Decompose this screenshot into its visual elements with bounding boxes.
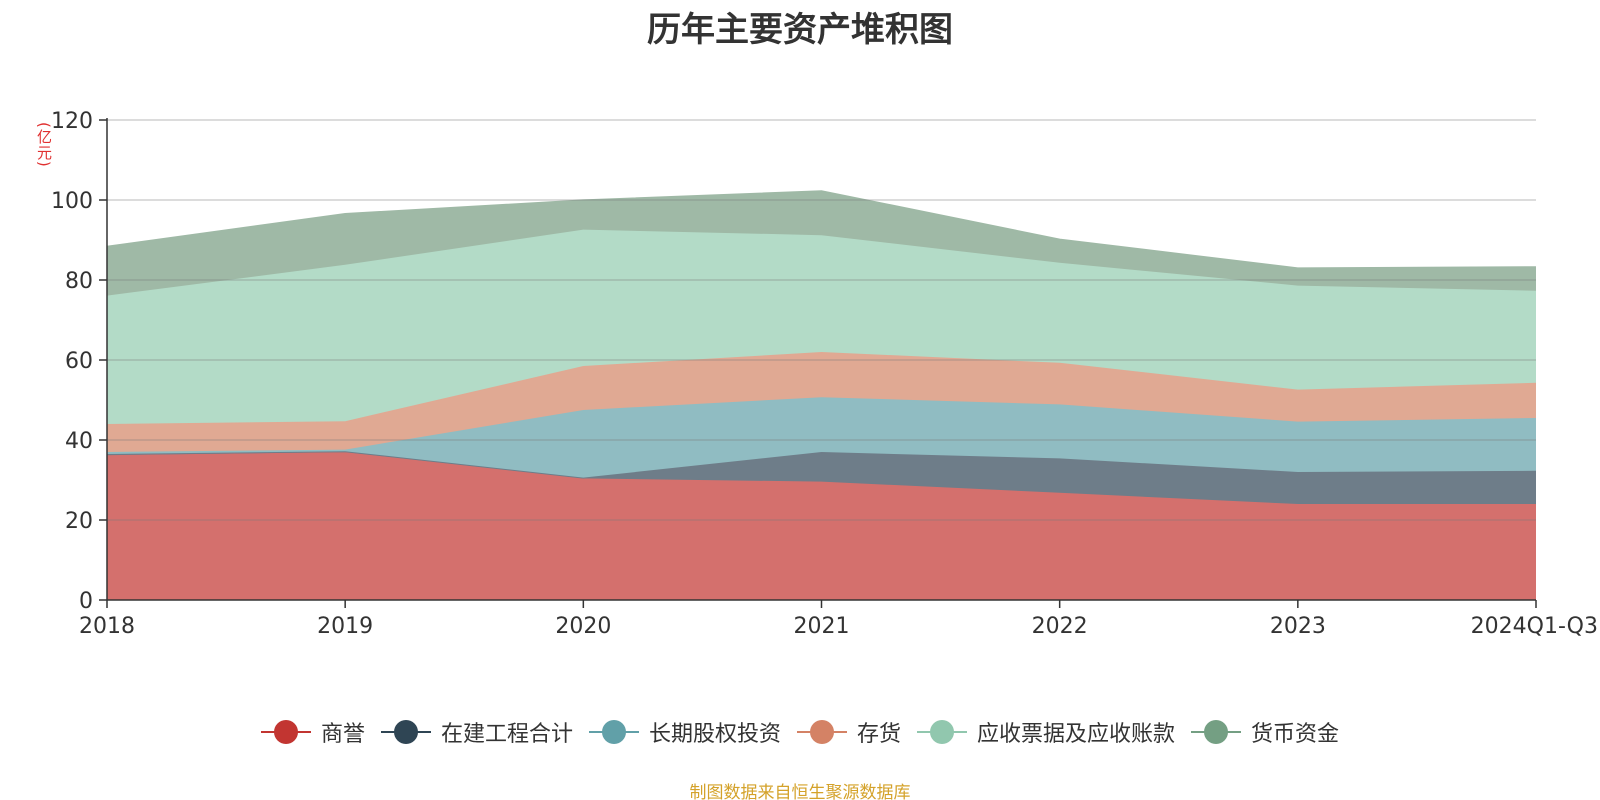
- legend-label: 在建工程合计: [440, 722, 573, 747]
- legend-label: 应收票据及应收账款: [977, 722, 1176, 747]
- y-tick-label-20: 20: [65, 509, 93, 534]
- axis-layer: 0 20 40 60 80 100 120 2018 2019 2020 2021 2022 2023 2…: [51, 109, 1598, 639]
- x-tick-label-2023: 2023: [1270, 614, 1326, 639]
- series-line-5: [106, 190, 1537, 270]
- legend-item-4[interactable]: 应收票据及应收账款: [917, 716, 1175, 748]
- source-note: 制图数据来自恒生聚源数据库: [689, 783, 911, 800]
- area-series-5: [107, 191, 1536, 296]
- legend-label: 存货: [857, 722, 902, 747]
- legend-marker-icon: [260, 720, 311, 744]
- legend-label: 长期股权投资: [648, 722, 781, 747]
- y-tick-label-60: 60: [65, 349, 93, 374]
- x-tick-label-2021: 2021: [794, 614, 850, 639]
- legend-item-1[interactable]: 在建工程合计: [380, 716, 573, 748]
- area-layer: [106, 190, 1537, 600]
- x-tick-label-2018: 2018: [79, 614, 135, 639]
- legend-item-0[interactable]: 商誉: [260, 716, 365, 748]
- legend-marker-icon: [797, 720, 847, 744]
- y-tick-label-120: 120: [51, 109, 93, 134]
- y-axis-unit-label: (亿元): [35, 122, 53, 168]
- x-tick-label-2022: 2022: [1032, 614, 1088, 639]
- x-tick-label-2024Q1-Q3: 2024Q1-Q3: [1471, 614, 1598, 639]
- y-tick-label-100: 100: [51, 189, 93, 214]
- y-tick-label-80: 80: [65, 269, 93, 294]
- legend-marker-icon: [1191, 720, 1242, 744]
- area-series-4: [107, 229, 1536, 424]
- legend-label: 货币资金: [1251, 722, 1340, 747]
- y-tick-label-40: 40: [65, 429, 93, 454]
- legend-marker-icon: [380, 720, 431, 744]
- x-tick-label-2020: 2020: [555, 614, 611, 639]
- area-series-2: [107, 397, 1536, 478]
- x-tick-label-2019: 2019: [317, 614, 373, 639]
- legend-label: 商誉: [320, 722, 365, 747]
- legend-item-2[interactable]: 长期股权投资: [588, 716, 781, 748]
- chart-title: 历年主要资产堆积图: [647, 10, 953, 50]
- legend-item-3[interactable]: 存货: [797, 716, 901, 748]
- legend-marker-icon: [917, 720, 968, 744]
- legend-marker-icon: [588, 720, 639, 744]
- legend-item-5[interactable]: 货币资金: [1191, 716, 1339, 748]
- area-series-0: [107, 452, 1536, 600]
- y-tick-label-0: 0: [79, 589, 93, 614]
- legend: 商誉 在建工程合计 长期股权投资 存货 应收票据及应收账款 货币资金: [0, 716, 1600, 748]
